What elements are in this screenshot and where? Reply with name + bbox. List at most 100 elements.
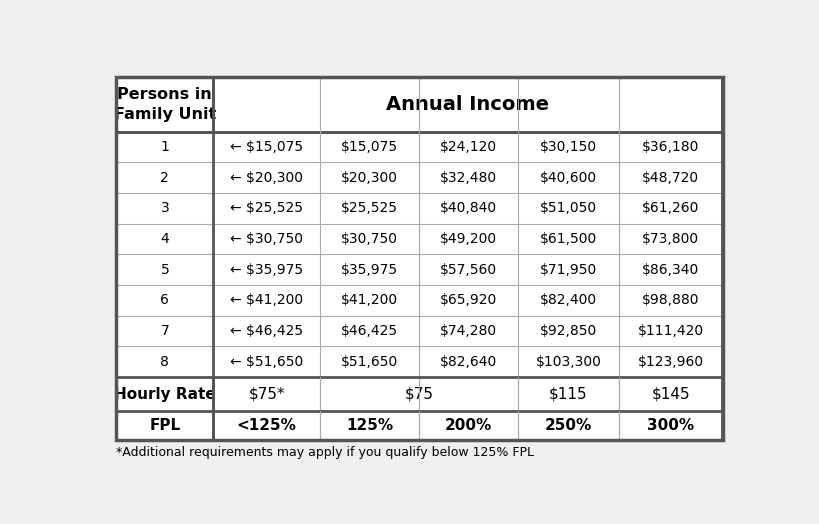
Text: $65,920: $65,920: [439, 293, 496, 308]
Bar: [319, 377, 517, 411]
Bar: [618, 193, 722, 224]
Bar: [517, 316, 618, 346]
Text: $145: $145: [650, 387, 690, 401]
Text: $30,150: $30,150: [539, 140, 596, 154]
Text: 300%: 300%: [646, 418, 694, 433]
Bar: [517, 346, 618, 377]
Bar: [116, 377, 213, 411]
Text: 1: 1: [161, 140, 169, 154]
Text: $41,200: $41,200: [341, 293, 397, 308]
Text: $61,260: $61,260: [641, 201, 699, 215]
Text: $40,840: $40,840: [439, 201, 496, 215]
Bar: [213, 346, 319, 377]
Bar: [319, 162, 419, 193]
Text: $25,525: $25,525: [341, 201, 397, 215]
Text: $49,200: $49,200: [439, 232, 496, 246]
Text: $40,600: $40,600: [539, 171, 596, 184]
Text: $36,180: $36,180: [641, 140, 699, 154]
Bar: [213, 224, 319, 255]
Bar: [213, 193, 319, 224]
Bar: [517, 285, 618, 316]
Bar: [319, 285, 419, 316]
Text: $73,800: $73,800: [641, 232, 699, 246]
Text: ← $51,650: ← $51,650: [229, 355, 303, 369]
Text: 5: 5: [161, 263, 169, 277]
Bar: [319, 132, 419, 162]
Text: Annual Income: Annual Income: [386, 95, 549, 114]
Bar: [116, 316, 213, 346]
Text: $32,480: $32,480: [439, 171, 496, 184]
Bar: [419, 255, 517, 285]
Text: Persons in
Family Unit: Persons in Family Unit: [114, 87, 215, 122]
Bar: [319, 411, 419, 440]
Bar: [419, 224, 517, 255]
Text: $75: $75: [404, 387, 432, 401]
Text: ← $46,425: ← $46,425: [230, 324, 303, 338]
Text: $123,960: $123,960: [637, 355, 703, 369]
Bar: [213, 377, 319, 411]
Bar: [213, 316, 319, 346]
Text: $57,560: $57,560: [439, 263, 496, 277]
Bar: [517, 255, 618, 285]
Bar: [319, 224, 419, 255]
Text: $46,425: $46,425: [341, 324, 397, 338]
Text: $51,650: $51,650: [341, 355, 397, 369]
Text: ← $41,200: ← $41,200: [230, 293, 303, 308]
Text: $75*: $75*: [248, 387, 284, 401]
Text: *Additional requirements may apply if you qualify below 125% FPL: *Additional requirements may apply if yo…: [116, 446, 534, 460]
Text: ← $20,300: ← $20,300: [230, 171, 303, 184]
Text: $30,750: $30,750: [341, 232, 397, 246]
Bar: [517, 162, 618, 193]
Bar: [517, 224, 618, 255]
Bar: [319, 316, 419, 346]
Text: $51,050: $51,050: [539, 201, 596, 215]
Bar: [618, 224, 722, 255]
Bar: [116, 285, 213, 316]
Bar: [618, 162, 722, 193]
Bar: [419, 193, 517, 224]
Bar: [618, 346, 722, 377]
Text: $115: $115: [549, 387, 587, 401]
Text: $15,075: $15,075: [341, 140, 397, 154]
Bar: [419, 285, 517, 316]
Text: $92,850: $92,850: [539, 324, 596, 338]
Text: Hourly Rate: Hourly Rate: [114, 387, 215, 401]
Text: 4: 4: [161, 232, 169, 246]
Bar: [116, 411, 213, 440]
Bar: [116, 162, 213, 193]
Text: $103,300: $103,300: [535, 355, 600, 369]
Bar: [116, 224, 213, 255]
Text: $35,975: $35,975: [341, 263, 397, 277]
Bar: [618, 255, 722, 285]
Text: $82,400: $82,400: [539, 293, 596, 308]
Bar: [116, 193, 213, 224]
Bar: [517, 193, 618, 224]
Text: 7: 7: [161, 324, 169, 338]
Text: $98,880: $98,880: [641, 293, 699, 308]
Bar: [618, 285, 722, 316]
Text: $61,500: $61,500: [539, 232, 596, 246]
Text: 125%: 125%: [346, 418, 392, 433]
Bar: [419, 411, 517, 440]
Bar: [517, 377, 618, 411]
Text: $24,120: $24,120: [439, 140, 496, 154]
Text: $82,640: $82,640: [439, 355, 496, 369]
Text: $74,280: $74,280: [439, 324, 496, 338]
Bar: [116, 77, 213, 132]
Bar: [517, 132, 618, 162]
Text: <125%: <125%: [237, 418, 296, 433]
Text: FPL: FPL: [149, 418, 180, 433]
Text: ← $30,750: ← $30,750: [230, 232, 303, 246]
Bar: [618, 377, 722, 411]
Bar: [213, 285, 319, 316]
Text: 200%: 200%: [444, 418, 491, 433]
Bar: [213, 77, 722, 132]
Text: ← $25,525: ← $25,525: [230, 201, 303, 215]
Bar: [213, 411, 319, 440]
Text: $48,720: $48,720: [641, 171, 699, 184]
Bar: [116, 255, 213, 285]
Bar: [618, 411, 722, 440]
Text: 2: 2: [161, 171, 169, 184]
Bar: [618, 316, 722, 346]
Bar: [213, 255, 319, 285]
